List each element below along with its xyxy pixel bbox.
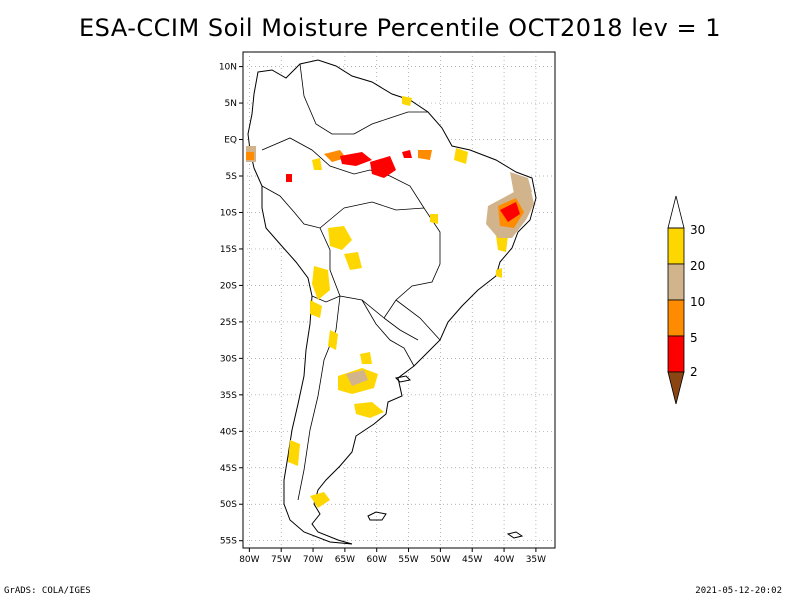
lat-tick-label: 10S <box>220 208 237 218</box>
lon-tick-label: 80W <box>239 555 259 565</box>
lon-tick-label: 60W <box>367 555 387 565</box>
longitude-tick-labels: 80W 75W 70W 65W 60W 55W 50W 45W 40W 35W <box>239 548 546 565</box>
moisture-patches-red <box>286 150 520 222</box>
continent-outline <box>247 59 537 545</box>
color-legend: 30 20 10 5 2 <box>667 195 705 405</box>
lat-tick-label: 45S <box>220 464 237 474</box>
lat-tick-label: 15S <box>220 245 237 255</box>
lon-tick-label: 65W <box>335 555 355 565</box>
lat-tick-label: 35S <box>220 391 237 401</box>
lat-tick-label: EQ <box>224 136 237 146</box>
legend-band-10-20 <box>667 263 685 301</box>
legend-arrow-bottom <box>667 371 685 405</box>
footer-credit: GrADS: COLA/IGES <box>4 586 91 596</box>
plot-frame <box>242 51 556 549</box>
lon-tick-label: 70W <box>303 555 323 565</box>
legend-label-5: 5 <box>690 331 698 345</box>
lon-tick-label: 40W <box>494 555 514 565</box>
lon-tick-label: 75W <box>271 555 291 565</box>
lon-tick-label: 50W <box>430 555 450 565</box>
legend-label-30: 30 <box>690 223 705 237</box>
legend-band-5-10 <box>667 299 685 337</box>
lat-tick-label: 5N <box>225 99 237 109</box>
lat-tick-label: 30S <box>220 354 237 364</box>
map-title: ESA-CCIM Soil Moisture Percentile OCT201… <box>79 14 721 42</box>
lon-tick-label: 35W <box>526 555 546 565</box>
legend-label-20: 20 <box>690 259 705 273</box>
islands <box>367 375 524 539</box>
lat-tick-label: 5S <box>226 172 238 182</box>
country-borders <box>261 63 441 501</box>
legend-label-2: 2 <box>690 365 698 379</box>
latitude-tick-labels: 10N 5N EQ 5S 10S 15S 20S 25S 30S 35S 40S 45S 50S 55S <box>219 63 243 547</box>
footer-timestamp: 2021-05-12-20:02 <box>695 586 782 596</box>
legend-band-20-30 <box>667 227 685 265</box>
lon-tick-label: 45W <box>462 555 482 565</box>
lat-tick-label: 20S <box>220 281 237 291</box>
lat-tick-label: 10N <box>219 63 237 73</box>
lat-tick-label: 55S <box>220 537 237 547</box>
legend-band-2-5 <box>667 335 685 373</box>
legend-arrow-top <box>668 196 684 228</box>
lat-tick-label: 25S <box>220 318 237 328</box>
legend-label-10: 10 <box>690 295 705 309</box>
lon-tick-label: 55W <box>398 555 418 565</box>
lat-tick-label: 50S <box>220 500 237 510</box>
moisture-patches-gold <box>288 96 508 508</box>
lat-tick-label: 40S <box>220 427 237 437</box>
